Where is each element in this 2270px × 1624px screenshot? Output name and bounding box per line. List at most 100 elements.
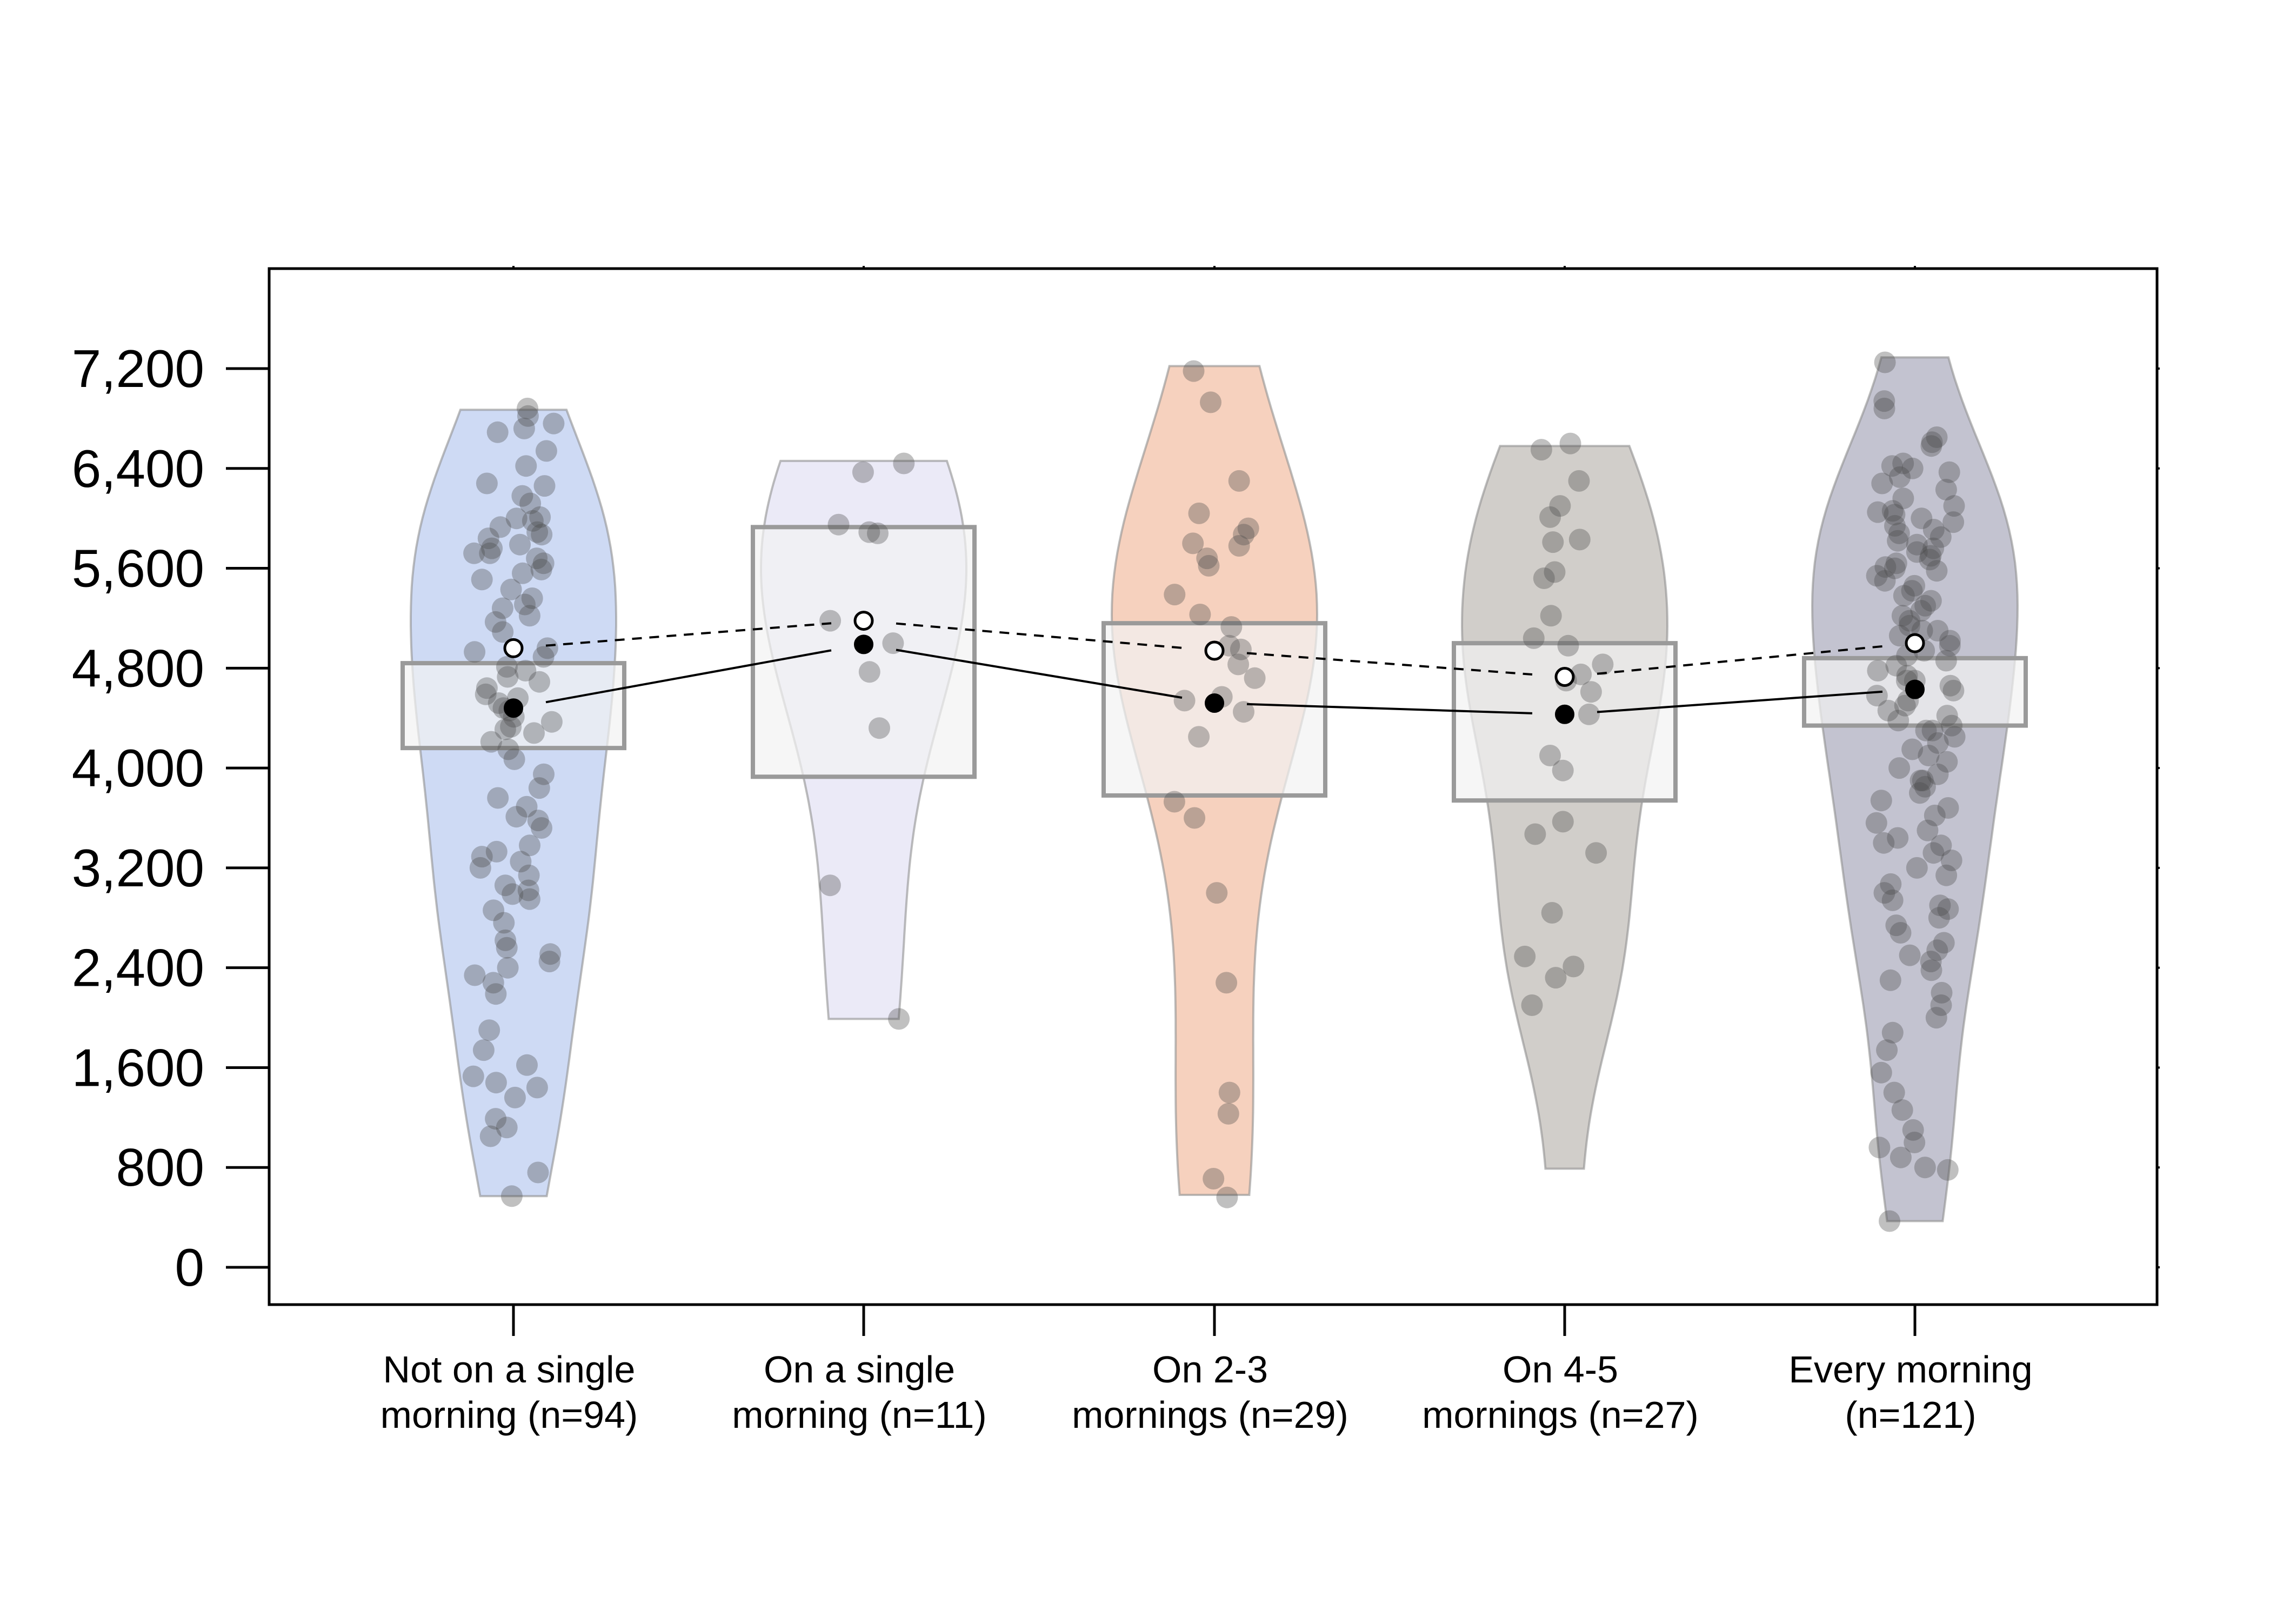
x-tick-label-line1: On 4-5 [1503, 1348, 1618, 1391]
data-point [1876, 1039, 1898, 1061]
data-point [516, 796, 538, 818]
data-point [1924, 804, 1946, 826]
data-point [1888, 522, 1910, 544]
violin-1 [410, 409, 617, 1198]
data-point [476, 472, 498, 494]
data-point [1906, 857, 1928, 879]
data-point [1218, 1081, 1240, 1104]
data-point [1935, 479, 1957, 500]
data-point [1217, 1102, 1239, 1125]
data-point [517, 879, 539, 901]
data-point [1921, 431, 1943, 453]
data-point [531, 524, 553, 546]
data-point [509, 533, 531, 556]
data-point [1885, 654, 1907, 677]
data-point [1931, 981, 1953, 1004]
data-point [1929, 526, 1952, 548]
data-point [1943, 495, 1965, 517]
data-point [1920, 590, 1942, 612]
data-point [1912, 770, 1934, 792]
data-point [471, 846, 493, 868]
data-point [518, 605, 540, 627]
data-point [464, 641, 486, 663]
data-point [526, 1077, 548, 1099]
data-point [485, 1072, 507, 1094]
data-point [496, 656, 518, 678]
data-point [1937, 898, 1959, 920]
data-point [1164, 584, 1186, 606]
data-point [522, 510, 544, 532]
data-point [1568, 529, 1591, 551]
data-point [1914, 776, 1936, 798]
y-tick-label: 4,800 [72, 638, 204, 698]
data-point [1919, 549, 1941, 571]
series-line-solid [1597, 690, 1883, 713]
data-point [1939, 634, 1961, 657]
data-point [1244, 667, 1266, 689]
data-point [519, 492, 542, 514]
data-point [483, 899, 505, 921]
data-point [1906, 541, 1928, 563]
data-point [1927, 732, 1949, 754]
data-point [1884, 504, 1906, 526]
data-point [1884, 515, 1906, 537]
data-point [1939, 630, 1961, 652]
data-point [513, 417, 535, 439]
data-point [1871, 472, 1893, 494]
data-point [512, 562, 533, 584]
data-point [1865, 812, 1887, 834]
data-point [464, 964, 486, 986]
data-point [1887, 827, 1909, 849]
data-point [1514, 945, 1536, 967]
series-point-open [1204, 640, 1225, 661]
data-point [1540, 605, 1562, 627]
data-point [1237, 517, 1259, 539]
data-point [1220, 616, 1243, 638]
series-point-open [503, 638, 524, 658]
data-point [521, 587, 543, 609]
data-point [515, 455, 537, 477]
data-point [471, 569, 493, 591]
data-point [1914, 594, 1937, 617]
data-point [1937, 1159, 1959, 1181]
data-point [1891, 605, 1913, 627]
x-tick-label-line2: mornings (n=27) [1422, 1394, 1699, 1436]
data-point [516, 1054, 538, 1076]
data-point [529, 506, 551, 528]
data-point [1881, 500, 1904, 522]
x-tick-label-line2: morning (n=94) [380, 1394, 638, 1436]
data-point [1539, 745, 1561, 766]
series-line-dashed [896, 622, 1183, 649]
data-point [1922, 519, 1945, 540]
x-tick-label-line2: (n=121) [1845, 1394, 1976, 1436]
data-point [500, 1185, 523, 1207]
data-point [1920, 545, 1942, 567]
data-point [1920, 435, 1942, 457]
x-tick-label-line2: mornings (n=29) [1072, 1394, 1348, 1436]
data-point [1910, 600, 1932, 622]
data-point [1942, 679, 1965, 701]
data-point [519, 834, 540, 857]
data-point [1937, 797, 1959, 819]
data-point [1942, 511, 1965, 533]
y-tick-label: 6,400 [72, 439, 204, 498]
y-axis: 0 800 1,600 2,400 3,200 4,000 4,800 5,600 6,400 7… [72, 339, 2160, 1297]
data-point [1200, 391, 1221, 413]
data-point [484, 611, 506, 633]
data-point [476, 677, 498, 699]
data-point [1216, 1186, 1238, 1208]
data-point [1867, 660, 1889, 681]
data-point [1881, 455, 1903, 477]
data-point [477, 527, 499, 550]
data-point [1904, 574, 1926, 597]
data-point [536, 637, 558, 659]
data-point [869, 717, 890, 739]
data-point [1901, 580, 1923, 602]
data-point [1893, 585, 1915, 607]
y-tick-label: 5,600 [72, 539, 204, 598]
data-point [1203, 1168, 1225, 1189]
data-point [479, 1125, 502, 1147]
data-point [1585, 842, 1607, 864]
data-point [526, 547, 548, 570]
